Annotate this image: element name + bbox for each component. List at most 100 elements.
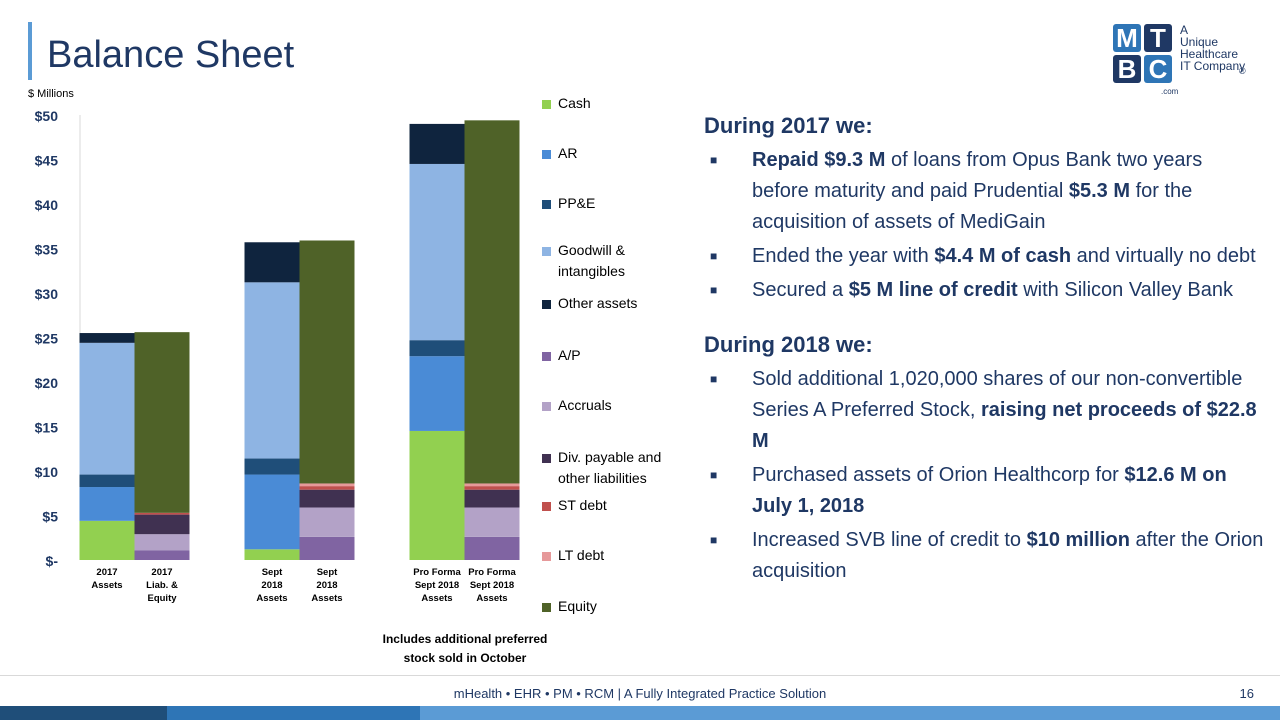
legend-swatch — [542, 247, 551, 256]
logo-tagline-line: IT Company — [1180, 59, 1246, 73]
highlights-panel: During 2017 we: ■ Repaid $9.3 M of loans … — [704, 110, 1264, 590]
x-tick-label: Sept 2018 — [470, 580, 514, 591]
bar-segment — [409, 163, 465, 341]
heading-2017: During 2017 we: — [704, 113, 873, 138]
bar-segment — [299, 536, 355, 560]
bar-segment — [409, 356, 465, 431]
bar-segment — [464, 486, 520, 490]
y-tick-label: $25 — [35, 331, 59, 347]
legend-swatch — [542, 552, 551, 561]
footer-divider — [0, 675, 1280, 676]
legend-label: LT debt — [558, 545, 688, 566]
bullet-text: with Silicon Valley Bank — [1017, 279, 1233, 301]
x-tick-label: Assets — [91, 580, 122, 591]
bar-segment — [409, 430, 465, 560]
legend-label: Equity — [558, 596, 688, 617]
bar-segment — [299, 507, 355, 537]
x-tick-label: Assets — [256, 593, 287, 604]
y-tick-label: $35 — [35, 242, 59, 258]
legend-item: PP&E — [542, 195, 688, 214]
bullet-marker: ■ — [710, 372, 718, 386]
x-tick-label: Assets — [476, 593, 507, 604]
bullet-marker: ■ — [710, 283, 718, 297]
bottom-color-bar — [0, 706, 1280, 720]
balance-sheet-chart: $- $5 $10 $15 $20 $25 $30 $35 $40 $45 $50 2017 Asset… — [35, 108, 520, 604]
bullet-item: ■ Ended the year with $4.4 M of cash and … — [704, 241, 1264, 272]
bullet-emphasis: $5.3 M — [1068, 180, 1131, 202]
bar-segment — [464, 483, 520, 487]
bar-segment — [299, 489, 355, 508]
legend-item: AR — [542, 145, 688, 164]
bar-segment — [244, 474, 300, 550]
legend-label-line: Goodwill & — [558, 242, 625, 258]
bar-segment — [299, 486, 355, 490]
x-tick-label: Assets — [311, 593, 342, 604]
units-label: $ Millions — [28, 88, 74, 100]
bullet-text: Secured a — [752, 279, 849, 301]
legend-label-line: Equity — [558, 598, 597, 614]
legend-label-line: AR — [558, 145, 578, 161]
logo-letter-t: T — [1144, 24, 1172, 52]
legend-swatch — [542, 352, 551, 361]
bullet-text: of loans from Opus Bank two years before… — [752, 149, 1203, 202]
legend-label: Cash — [558, 93, 688, 114]
bar-segment — [79, 487, 135, 521]
bar-segment — [299, 483, 355, 487]
legend-label: A/P — [558, 345, 688, 366]
legend-label-line: other liabilities — [558, 470, 647, 486]
title-accent-bar — [28, 22, 32, 80]
legend-item: Accruals — [542, 397, 688, 416]
bullet-marker: ■ — [710, 468, 718, 482]
legend-item: Div. payable and other liabilities — [542, 449, 688, 489]
legend-item: Equity — [542, 598, 688, 617]
y-tick-label: $50 — [35, 108, 59, 124]
legend-swatch — [542, 200, 551, 209]
bullet-list-2017: ■ Repaid $9.3 M of loans from Opus Bank t… — [704, 145, 1264, 306]
company-logo: M T B C A Unique Healthcare IT Company ®… — [1113, 24, 1248, 96]
legend-label: AR — [558, 143, 688, 164]
bullet-list-2018: ■ Sold additional 1,020,000 shares of our… — [704, 364, 1264, 587]
bar-segment — [79, 342, 135, 475]
x-tick-label: Equity — [147, 593, 177, 604]
y-tick-label: $45 — [35, 153, 59, 169]
bullet-emphasis: Repaid $9.3 M — [752, 149, 886, 171]
logo-letter-m: M — [1113, 24, 1141, 52]
bullet-text: Purchased assets of Orion Healthcorp for — [752, 464, 1125, 486]
slide-title: Balance Sheet — [47, 34, 295, 76]
bullet-emphasis: $5 M line of credit — [848, 279, 1018, 301]
bullet-item: ■ Sold additional 1,020,000 shares of our… — [704, 364, 1264, 457]
x-tick-label: Liab. & — [146, 580, 178, 591]
x-tick-label: 2018 — [261, 580, 282, 591]
legend-label: Other assets — [558, 293, 688, 314]
x-tick-label: Pro Forma — [468, 567, 516, 578]
bullet-marker: ■ — [710, 249, 718, 263]
logo-letter-c: C — [1144, 55, 1172, 83]
legend-swatch — [542, 100, 551, 109]
x-tick-label: Pro Forma — [413, 567, 461, 578]
bullet-item: ■ Purchased assets of Orion Healthcorp fo… — [704, 460, 1264, 522]
page-number: 16 — [1239, 686, 1254, 701]
chart-note-line: stock sold in October — [403, 651, 527, 665]
bar-segment — [464, 120, 520, 484]
legend-item: A/P — [542, 347, 688, 366]
bullet-item: ■ Repaid $9.3 M of loans from Opus Bank t… — [704, 145, 1264, 238]
logo-domain-suffix: .com — [1161, 87, 1179, 96]
bar-segment — [409, 123, 465, 164]
bottom-bar-segment — [420, 706, 1280, 720]
legend-item: ST debt — [542, 497, 688, 516]
bar-segment — [244, 242, 300, 283]
x-tick-label: Sept — [262, 567, 283, 578]
y-tick-label: $20 — [35, 375, 59, 391]
legend-label: ST debt — [558, 495, 688, 516]
bar-segment — [134, 332, 190, 513]
bullet-item: ■ Increased SVB line of credit to $10 mil… — [704, 525, 1264, 587]
x-tick-label: 2017 — [151, 567, 172, 578]
logo-tagline: A Unique Healthcare IT Company — [1180, 24, 1245, 72]
bullet-emphasis: $12.6 M on July 1, 2018 — [752, 464, 1227, 517]
logo-letter-b: B — [1113, 55, 1141, 83]
legend-swatch — [542, 603, 551, 612]
bar-segment — [409, 340, 465, 357]
bullet-text: Sold additional 1,020,000 shares of our … — [752, 368, 1243, 421]
bar-segment — [134, 512, 190, 515]
x-tick-label: Sept 2018 — [415, 580, 459, 591]
